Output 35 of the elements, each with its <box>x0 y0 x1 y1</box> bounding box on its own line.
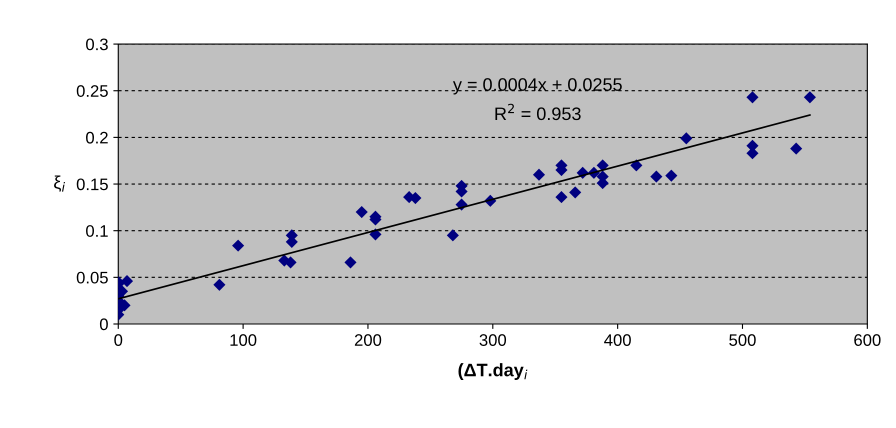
x-tick-label: 100 <box>230 334 256 346</box>
point <box>746 91 759 104</box>
point <box>344 256 357 268</box>
point <box>446 229 459 242</box>
y-axis-title: ξ$_{i}$ <box>54 176 66 192</box>
point <box>532 168 546 181</box>
point <box>569 186 582 198</box>
point <box>650 170 662 183</box>
point <box>804 91 816 104</box>
x-tick-label: 0 <box>114 334 122 346</box>
y-tick-label: 0.3 <box>86 38 108 50</box>
point <box>356 206 368 218</box>
x-tick-label: 400 <box>604 334 631 346</box>
y-tick-label: 0.2 <box>86 132 108 144</box>
point <box>596 159 609 172</box>
y-tick-label: 0.05 <box>76 272 108 284</box>
y-tick-label: 0.1 <box>86 225 108 237</box>
point <box>369 228 382 240</box>
x-tick-label: 600 <box>854 334 881 346</box>
point <box>665 170 678 182</box>
point <box>232 240 244 252</box>
x-axis-title: (ΔT.day$_{i}$ <box>458 363 528 380</box>
point <box>790 142 802 155</box>
annotation: R$^{2}$ = 0.953 <box>495 104 581 120</box>
x-tick-label: 200 <box>354 334 382 346</box>
point <box>120 275 134 288</box>
y-tick-label: 0.15 <box>76 178 108 190</box>
y-tick-label: 0 <box>100 318 108 330</box>
point <box>555 191 568 204</box>
point <box>680 132 692 144</box>
annotation: y = 0.0004x + 0.0255 <box>452 78 622 94</box>
point <box>213 278 226 291</box>
y-tick-label: 0.25 <box>76 85 108 97</box>
x-tick-label: 300 <box>480 334 506 346</box>
x-tick-label: 500 <box>729 334 756 346</box>
